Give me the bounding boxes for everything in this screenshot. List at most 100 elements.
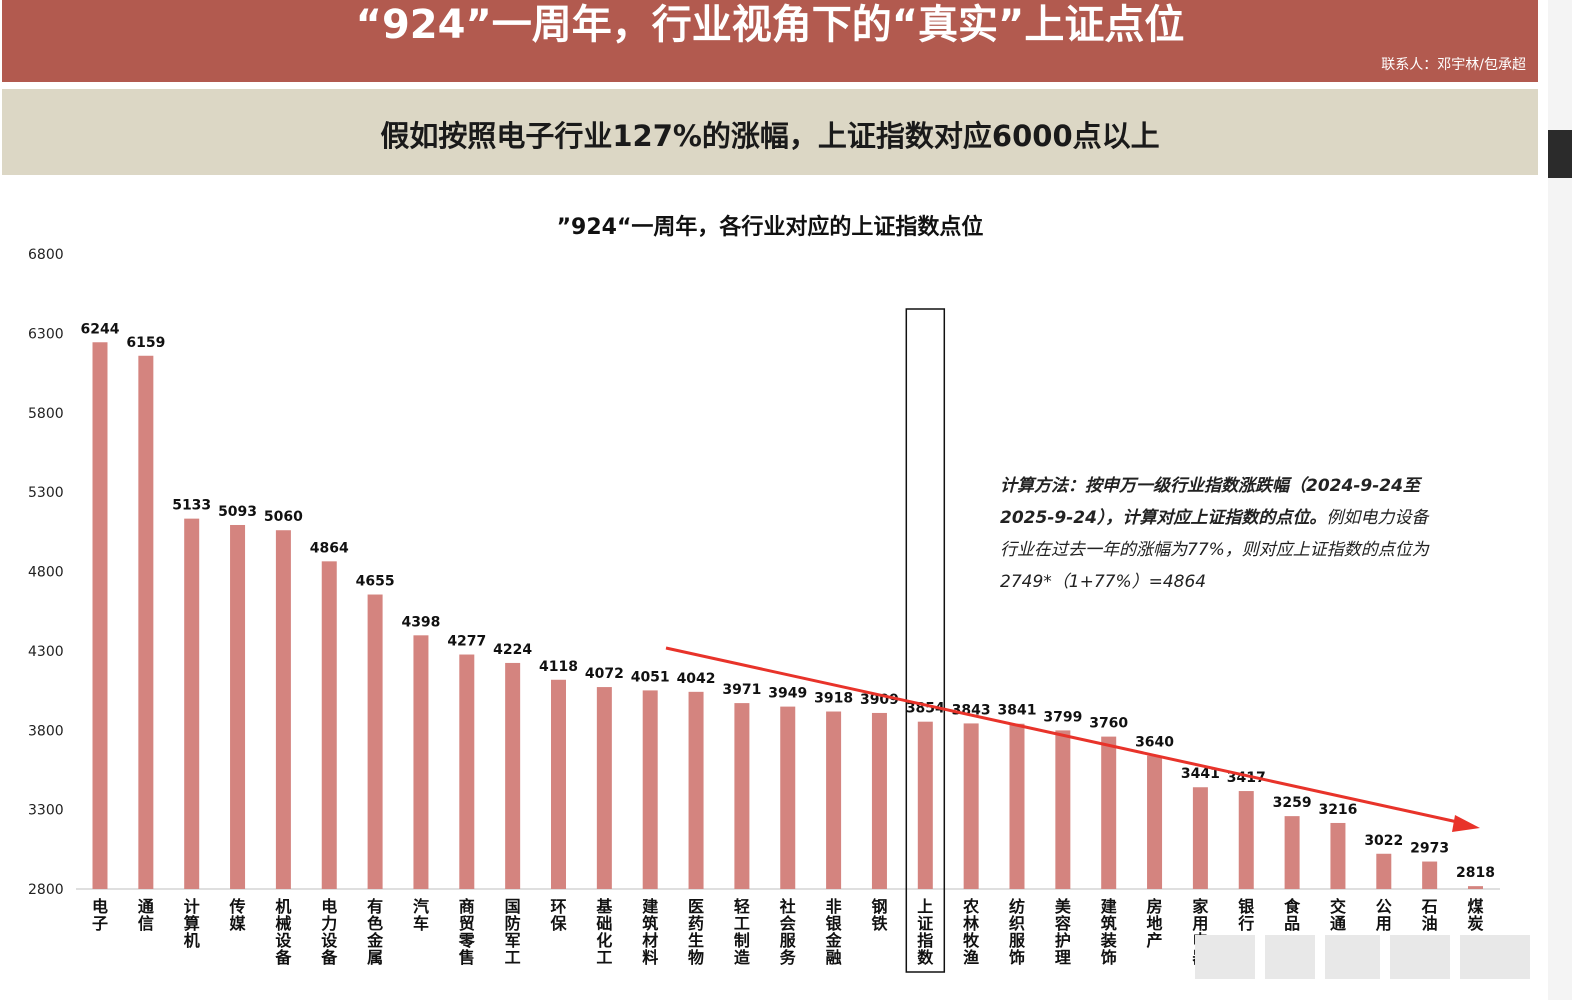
data-label: 3022 <box>1364 833 1403 849</box>
data-label: 6244 <box>81 321 120 337</box>
y-tick-label: 6300 <box>28 326 64 342</box>
trend-arrow-head <box>1452 815 1480 832</box>
bar <box>1009 723 1025 889</box>
bar <box>1376 853 1392 889</box>
data-label: 4398 <box>401 614 440 630</box>
bar <box>1468 886 1483 889</box>
bar <box>1055 730 1071 889</box>
data-label: 4655 <box>356 574 395 590</box>
data-label: 2973 <box>1410 841 1449 857</box>
bar <box>275 530 291 889</box>
bar <box>505 662 521 889</box>
trend-arrow-line <box>665 646 1463 825</box>
category-label: 电子 <box>92 897 108 933</box>
y-tick-label: 5300 <box>28 485 64 501</box>
bar <box>688 691 704 889</box>
category-label: 银行 <box>1237 897 1255 933</box>
highlight-box <box>905 308 946 973</box>
bar <box>321 561 337 889</box>
watermark <box>1195 935 1540 979</box>
category-label: 煤炭 <box>1467 897 1483 933</box>
data-label: 4042 <box>677 671 716 687</box>
method-note-bold: 计算方法：按申万一级行业指数涨跌幅（2024-9-24至2025-9-24），计… <box>1000 476 1420 528</box>
data-label: 5060 <box>264 509 303 525</box>
contact-info: 联系人：邓宇林/包承超 <box>1381 57 1526 73</box>
bar <box>138 355 154 889</box>
data-label: 6159 <box>126 335 165 351</box>
y-tick-label: 2800 <box>28 882 64 898</box>
category-label: 农林牧渔 <box>962 897 980 967</box>
category-label: 建筑材料 <box>642 897 658 967</box>
category-label: 交通 <box>1330 897 1346 933</box>
category-label: 上证指数 <box>917 897 934 967</box>
y-tick-label: 3800 <box>28 723 64 739</box>
y-tick-label: 5800 <box>28 406 64 422</box>
bar <box>1147 755 1163 889</box>
page-title: “924”一周年，行业视角下的“真实”上证点位 <box>355 2 1185 48</box>
category-label: 机械设备 <box>274 897 292 967</box>
bar <box>917 721 933 889</box>
subtitle-text: 假如按照电子行业127%的涨幅，上证指数对应6000点以上 <box>380 119 1160 153</box>
category-label: 环保 <box>549 897 567 933</box>
category-label: 商贸零售 <box>458 897 476 967</box>
category-label: 医药生物 <box>688 897 704 967</box>
y-tick-label: 4300 <box>28 644 64 660</box>
category-label: 美容护理 <box>1054 897 1072 967</box>
data-label: 4864 <box>310 540 349 556</box>
category-label: 传媒 <box>229 897 247 933</box>
bar <box>459 654 475 889</box>
category-label: 石油 <box>1421 897 1438 933</box>
bar <box>1192 787 1208 889</box>
data-label: 3854 <box>906 701 945 717</box>
bar <box>826 711 842 889</box>
y-tick-label: 4800 <box>28 565 64 581</box>
category-label: 基础化工 <box>595 897 613 967</box>
category-label: 非银金融 <box>825 897 843 967</box>
data-label: 2818 <box>1456 865 1495 881</box>
category-label: 通信 <box>138 897 154 933</box>
method-note-normal: 例如电力设备行业在过去一年的涨幅为77%，则对应上证指数的点位为2749*（1+… <box>1000 508 1429 592</box>
category-label: 建筑装饰 <box>1100 897 1117 967</box>
data-label: 4118 <box>539 659 578 675</box>
chart-title: ”924“一周年，各行业对应的上证指数点位 <box>557 214 984 240</box>
method-note: 计算方法：按申万一级行业指数涨跌幅（2024-9-24至2025-9-24），计… <box>1000 470 1440 598</box>
bar <box>963 723 979 889</box>
header-banner: “924”一周年，行业视角下的“真实”上证点位 联系人：邓宇林/包承超 <box>2 0 1538 82</box>
data-label: 3760 <box>1089 716 1128 732</box>
category-label: 纺织服饰 <box>1009 897 1026 967</box>
data-label: 4277 <box>447 634 486 650</box>
y-tick-label: 6800 <box>28 247 64 263</box>
bar <box>1284 816 1300 889</box>
category-label: 有色金属 <box>366 897 384 967</box>
data-label: 3799 <box>1043 709 1082 725</box>
bar <box>92 342 108 889</box>
bar <box>413 635 429 889</box>
data-label: 3841 <box>998 703 1037 719</box>
bar <box>184 518 200 889</box>
data-label: 3216 <box>1318 802 1357 818</box>
viewer-edge <box>1548 0 1572 1000</box>
category-label: 社会服务 <box>779 897 797 967</box>
bar <box>1101 736 1117 889</box>
y-tick-label: 3300 <box>28 803 64 819</box>
bar <box>230 524 246 889</box>
bar <box>1238 791 1254 889</box>
data-label: 4051 <box>631 669 670 685</box>
category-label: 汽车 <box>413 897 429 933</box>
category-label: 公用 <box>1376 897 1392 933</box>
data-label: 3971 <box>722 682 761 698</box>
data-label: 3918 <box>814 691 853 707</box>
bar <box>1330 822 1346 889</box>
bar <box>642 690 658 889</box>
data-label: 4224 <box>493 642 532 658</box>
bar <box>1422 861 1438 889</box>
category-label: 食品 <box>1283 897 1301 933</box>
data-label: 3949 <box>768 686 807 702</box>
data-label: 5133 <box>172 498 211 514</box>
category-label: 轻工制造 <box>734 897 751 967</box>
bar <box>596 687 612 889</box>
bar <box>871 712 887 889</box>
bar <box>551 679 566 889</box>
bar <box>367 594 383 889</box>
data-label: 3640 <box>1135 735 1174 751</box>
